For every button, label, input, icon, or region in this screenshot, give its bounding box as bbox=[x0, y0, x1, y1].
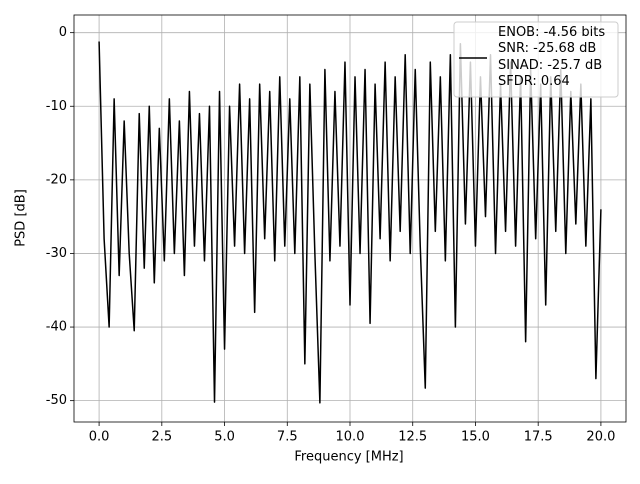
y-tick-label: -30 bbox=[46, 246, 67, 261]
psd-line bbox=[98, 41, 602, 404]
y-axis-label: PSD [dB] bbox=[14, 189, 29, 247]
x-tick-label: 20.0 bbox=[586, 430, 615, 445]
legend-box bbox=[453, 21, 619, 98]
x-tick-label: 12.5 bbox=[398, 430, 427, 445]
x-tick-label: 0.0 bbox=[89, 430, 110, 445]
x-axis-label: Frequency [MHz] bbox=[294, 450, 403, 465]
x-tick-label: 10.0 bbox=[336, 430, 365, 445]
y-tick-label: -10 bbox=[46, 99, 67, 114]
y-tick-label: -50 bbox=[46, 393, 67, 408]
x-tick-label: 5.0 bbox=[214, 430, 235, 445]
y-tick-label: -40 bbox=[46, 320, 67, 335]
legend-label: ENOB: -4.56 bits SNR: -25.68 dB SINAD: -… bbox=[498, 25, 606, 90]
y-tick-label: 0 bbox=[59, 25, 67, 40]
x-tick-label: 17.5 bbox=[524, 430, 553, 445]
x-tick-label: 15.0 bbox=[461, 430, 490, 445]
axes-frame bbox=[73, 14, 627, 423]
x-tick-label: 7.5 bbox=[277, 430, 298, 445]
x-tick-label: 2.5 bbox=[151, 430, 172, 445]
y-tick-label: -20 bbox=[46, 172, 67, 187]
